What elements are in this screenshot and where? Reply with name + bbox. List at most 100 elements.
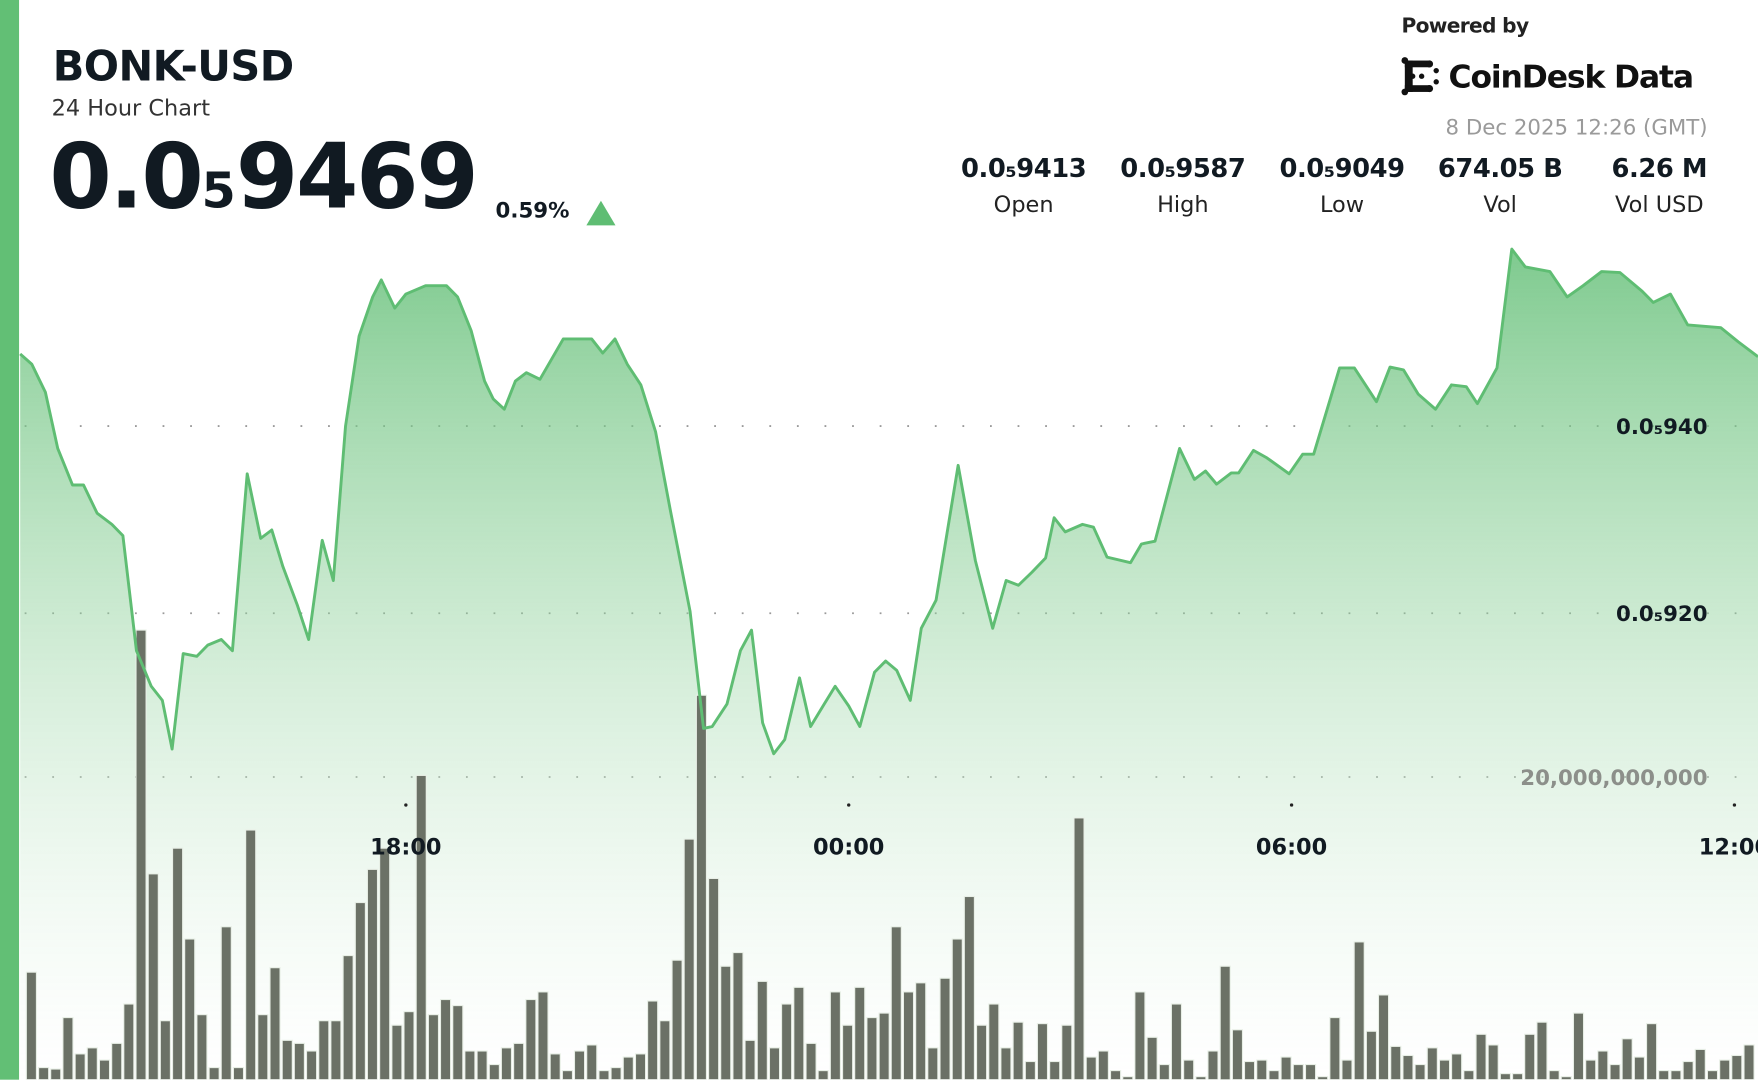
x-tick-mark [404,803,408,807]
volume-bar [1341,1059,1353,1080]
volume-bar [1231,1029,1244,1080]
volume-bar [439,998,452,1080]
volume-bar [683,838,695,1080]
volume-bar [1170,1003,1183,1080]
stat-label: Low [1319,190,1365,218]
volume-bar [111,1042,123,1080]
volume-bar [232,1067,245,1080]
volume-bar [573,1050,586,1080]
volume-bar [1633,1056,1645,1080]
volume-bar [25,971,37,1080]
volume-bar [1438,1059,1451,1080]
stat-value: 0.0₅9413 [961,154,1087,184]
volume-bar [318,1020,330,1080]
volume-bar [1682,1060,1694,1080]
volume-bar [171,847,184,1080]
volume-bar [817,1070,829,1080]
price-line [19,247,1758,756]
volume-bar [330,1020,342,1080]
x-tick-label: 18:00 [370,834,441,860]
volume-bar [257,1014,269,1080]
volume-bar [781,1003,793,1080]
price-change: 0.59% [495,198,570,224]
volume-bar [1390,1045,1402,1080]
volume-bar [464,1050,476,1080]
volume-bar [768,1047,781,1080]
volume-bar [1487,1044,1499,1080]
volume-bar [975,1024,988,1080]
volume-bar [1731,1054,1743,1080]
volume-bar [1085,1056,1097,1080]
volume-bar [86,1047,98,1080]
volume-bar [184,938,196,1080]
volume-bar [561,1070,574,1080]
volume-bar [1195,1076,1207,1080]
volume-bar [1061,1024,1073,1080]
volume-bar [1426,1047,1438,1080]
volume-bar [74,1053,86,1080]
volume-bar [1292,1063,1304,1080]
volume-bar [1414,1063,1426,1080]
volume-bar [488,1063,500,1080]
volume-bar [695,694,708,1080]
volume-bar [915,982,927,1080]
volume-bar [1183,1059,1195,1080]
volume-bar [525,998,537,1080]
volume-bar [476,1050,488,1080]
volume-bar [1536,1021,1548,1080]
current-price: 0.059469 [49,132,478,222]
volume-bar [1000,1047,1012,1080]
volume-bar [305,1050,318,1080]
brand-name: CoinDesk Data [1448,57,1695,95]
stat-vol-usd: 6.26 M Vol USD [1581,155,1738,218]
volume-bar [1073,817,1085,1080]
volume-bar [1719,1059,1731,1080]
volume-bar [1329,1017,1341,1080]
volume-bar [1280,1056,1292,1080]
volume-bar [1670,1070,1682,1080]
volume-bar [878,1012,890,1080]
volume-bar [1243,1060,1256,1080]
volume-bar [1219,965,1231,1080]
volume-bar [659,1020,671,1080]
volume-bar [756,980,768,1080]
volume-bar [1512,1073,1524,1080]
volume-bar [598,1070,610,1080]
volume-bar [1451,1053,1463,1080]
stat-label: Vol USD [1615,190,1704,218]
volume-bar [963,895,975,1080]
stat-vol: 674.05 B Vol [1422,155,1579,218]
volume-bar [1158,1063,1170,1080]
volume-bar [135,629,147,1080]
volume-bar [647,1000,659,1080]
price-prefix: 0.0 [49,124,203,229]
volume-bar [1694,1048,1706,1080]
volume-bar [732,951,744,1080]
volume-bar [98,1059,111,1080]
volume-bar [403,1011,415,1080]
volume-tick-label: 20,000,000,000 [1520,766,1707,791]
volume-bar [1317,1076,1329,1080]
volume-bar [1012,1021,1024,1080]
coindesk-logo-icon [1401,57,1439,96]
volume-bar [366,868,379,1080]
volume-bar [415,774,427,1080]
volume-bar [1572,1012,1585,1080]
volume-bar [720,965,732,1080]
volume-bar [1207,1050,1219,1080]
volume-bar [147,873,159,1080]
volume-bar [610,1067,622,1080]
volume-bar [586,1044,598,1080]
up-triangle-icon [586,200,616,226]
volume-bar [452,1005,464,1080]
coindesk-data-logo: CoinDesk Data [1401,56,1695,96]
volume-bar [537,991,549,1080]
volume-bar [1268,1070,1280,1080]
powered-by-label: Powered by [1401,14,1529,39]
volume-bar [1024,1060,1036,1080]
volume-bar [62,1017,74,1080]
volume-bar [1609,1063,1621,1080]
stat-value: 0.0₅9049 [1279,154,1405,184]
x-tick-mark [1732,803,1737,807]
